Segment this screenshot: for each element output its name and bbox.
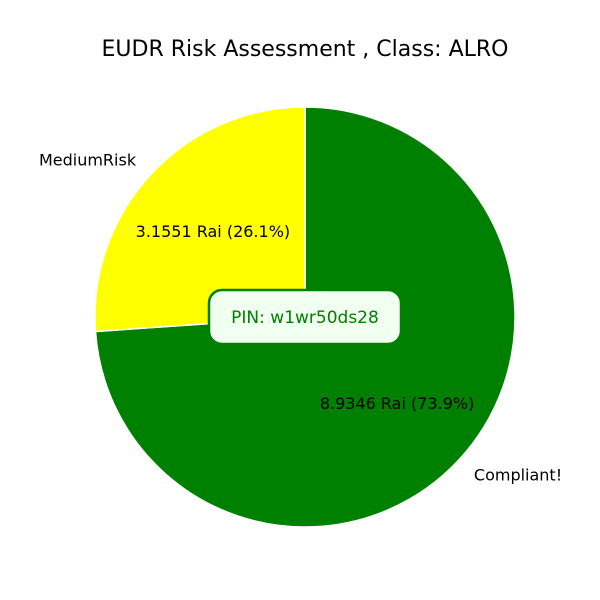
pie-slice-mediumrisk: [94, 106, 306, 333]
slice-label: MediumRisk: [39, 150, 137, 169]
slice-label: Compliant!: [474, 466, 562, 485]
pin-annotation: PIN: w1wr50ds28: [207, 288, 403, 346]
slice-value-label: 8.9346 Rai (73.9%): [320, 394, 474, 413]
slice-value-label: 3.1551 Rai (26.1%): [136, 222, 290, 241]
pie-value-labels: 8.9346 Rai (73.9%) 3.1551 Rai (26.1%): [136, 222, 475, 413]
pie-slice-labels: Compliant! MediumRisk: [39, 150, 562, 484]
pin-box: [207, 288, 403, 346]
chart-title: EUDR Risk Assessment , Class: ALRO: [102, 37, 509, 62]
pin-text: PIN: w1wr50ds28: [231, 308, 379, 328]
